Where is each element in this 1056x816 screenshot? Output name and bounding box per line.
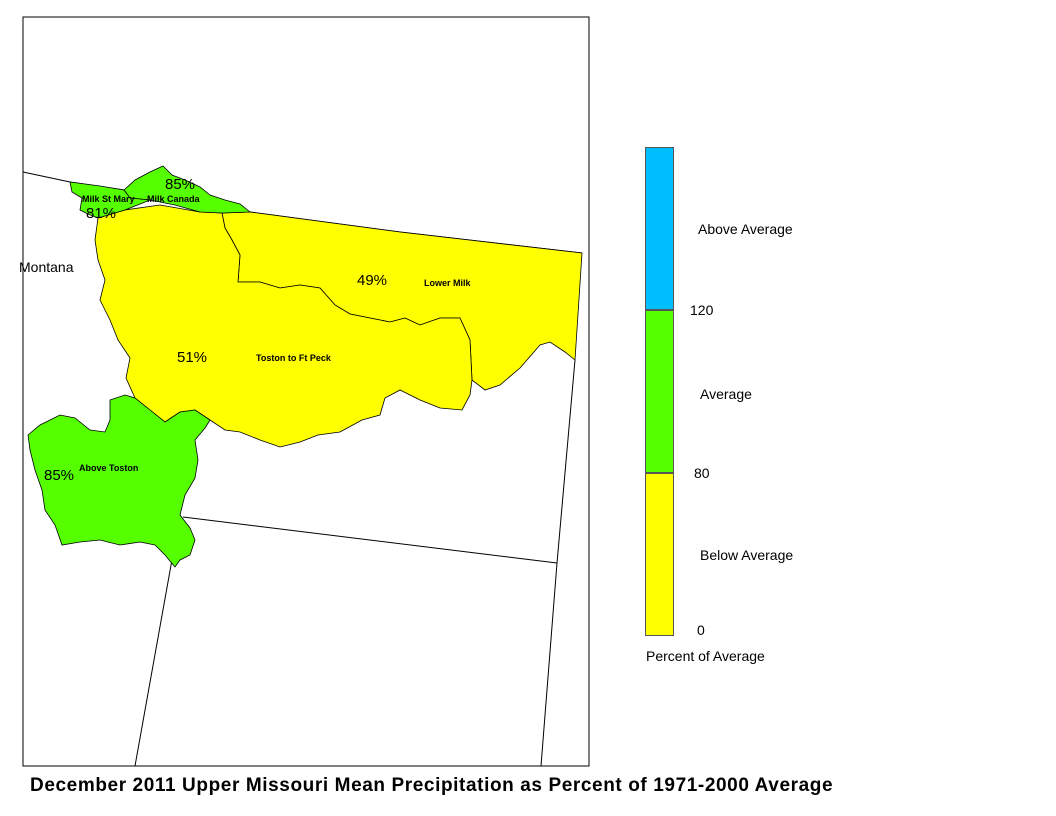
basin-milk-canada[interactable] [123, 165, 252, 214]
basin-percent-toston-to-ft-peck: 51% [177, 349, 208, 366]
basin-name-above-toston: Above Toston [79, 463, 139, 473]
basin-percent-milk-canada: 85% [165, 176, 196, 193]
map-title: December 2011 Upper Missouri Mean Precip… [30, 775, 834, 796]
basin-percent-above-toston: 85% [44, 467, 75, 484]
basin-milk-st-mary[interactable] [69, 181, 151, 219]
basin-percent-lower-milk: 49% [357, 272, 388, 289]
basin-name-milk-st-mary: Milk St Mary [82, 194, 135, 204]
basin-above-toston[interactable] [27, 394, 211, 568]
basin-toston-to-ft-peck[interactable] [94, 204, 473, 448]
basin-name-lower-milk: Lower Milk [424, 278, 471, 288]
basin-name-toston-to-ft-peck: Toston to Ft Peck [256, 353, 331, 363]
basin-name-milk-canada: Milk Canada [147, 194, 200, 204]
basin-percent-milk-st-mary: 81% [86, 205, 117, 222]
state-label-montana: Montana [19, 259, 74, 275]
